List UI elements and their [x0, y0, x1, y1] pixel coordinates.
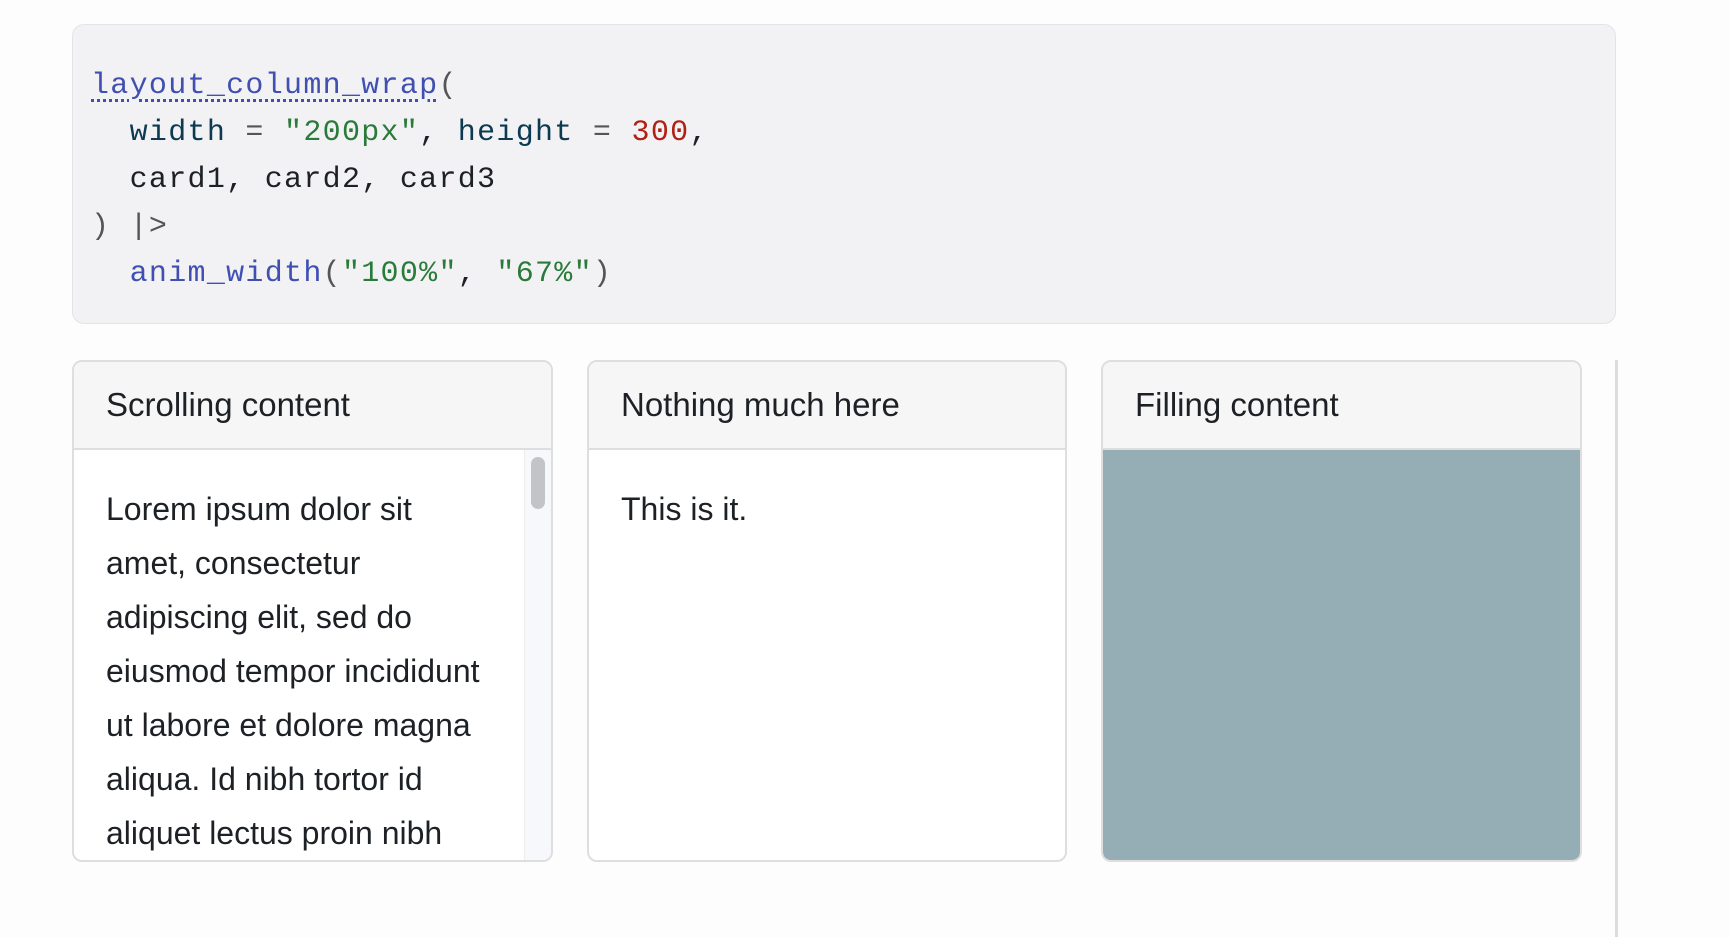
card-fill-area: [1103, 450, 1580, 860]
card-body-text: This is it.: [621, 491, 748, 527]
scrollbar-thumb[interactable]: [531, 457, 545, 509]
card-header: Filling content: [1103, 362, 1580, 450]
function-link[interactable]: layout_column_wrap: [91, 69, 439, 103]
card-scrolling: Scrolling content Lorem ipsum dolor sit …: [72, 360, 553, 862]
code-token: (: [322, 257, 342, 291]
card-filling: Filling content: [1101, 360, 1582, 862]
divider-line: [1615, 360, 1618, 937]
code-token: "100%": [341, 257, 458, 291]
code-token: "200px": [284, 116, 420, 150]
scrollbar[interactable]: [524, 450, 551, 860]
code-token: height: [457, 116, 574, 150]
code-text: layout_column_wrap( width = "200px", hei…: [91, 63, 709, 298]
card-header: Scrolling content: [74, 362, 551, 450]
code-token: 300: [631, 116, 690, 150]
code-token: (: [438, 69, 458, 103]
card-body-text: Lorem ipsum dolor sit amet, consectetur …: [106, 491, 480, 851]
code-token: anim_width: [129, 257, 323, 291]
code-token: ,: [419, 116, 458, 150]
code-token: width: [129, 116, 227, 150]
card-header: Nothing much here: [589, 362, 1065, 450]
code-token: ): [592, 257, 613, 291]
code-token: =: [573, 116, 632, 150]
code-token: card1, card2, card3: [129, 163, 497, 197]
code-token: =: [226, 116, 285, 150]
code-token: ,: [689, 116, 709, 150]
card-body-scrollable[interactable]: Lorem ipsum dolor sit amet, consectetur …: [74, 450, 551, 860]
code-token: ,: [457, 257, 497, 291]
code-block: layout_column_wrap( width = "200px", hei…: [72, 24, 1616, 324]
card-nothing: Nothing much here This is it.: [587, 360, 1067, 862]
code-token: "67%": [496, 257, 593, 291]
code-token: ) |>: [91, 210, 169, 244]
card-body: This is it.: [589, 450, 1065, 860]
